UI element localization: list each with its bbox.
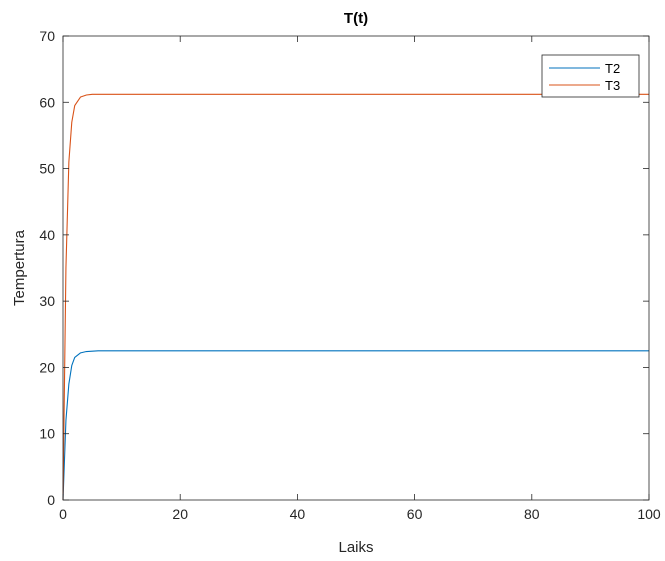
y-tick-label: 70 — [39, 28, 55, 44]
series-line-t2 — [62, 350, 649, 501]
plot-area — [63, 36, 649, 500]
x-tick-label: 80 — [524, 506, 540, 522]
y-tick-label: 50 — [39, 161, 55, 177]
y-tick-label: 0 — [47, 492, 55, 508]
series-line-t3 — [62, 93, 649, 501]
y-tick-label: 40 — [39, 227, 55, 243]
legend-box — [541, 54, 640, 98]
y-tick-label: 30 — [39, 293, 55, 309]
y-tick-label: 20 — [39, 359, 55, 375]
x-tick-label: 40 — [290, 506, 306, 522]
axes-box — [62, 35, 650, 501]
y-tick-label: 60 — [39, 94, 55, 110]
legend-label-t3: T3 — [605, 78, 620, 93]
x-tick-label: 100 — [637, 506, 661, 522]
legend-label-t2: T2 — [605, 61, 620, 76]
x-tick-label: 60 — [407, 506, 423, 522]
y-axis-label: Tempertura — [11, 229, 28, 306]
y-tick-label: 10 — [39, 426, 55, 442]
x-tick-label: 0 — [59, 506, 67, 522]
x-axis-label: Laiks — [338, 539, 373, 556]
chart-title: T(t) — [344, 10, 368, 27]
x-tick-label: 20 — [172, 506, 188, 522]
